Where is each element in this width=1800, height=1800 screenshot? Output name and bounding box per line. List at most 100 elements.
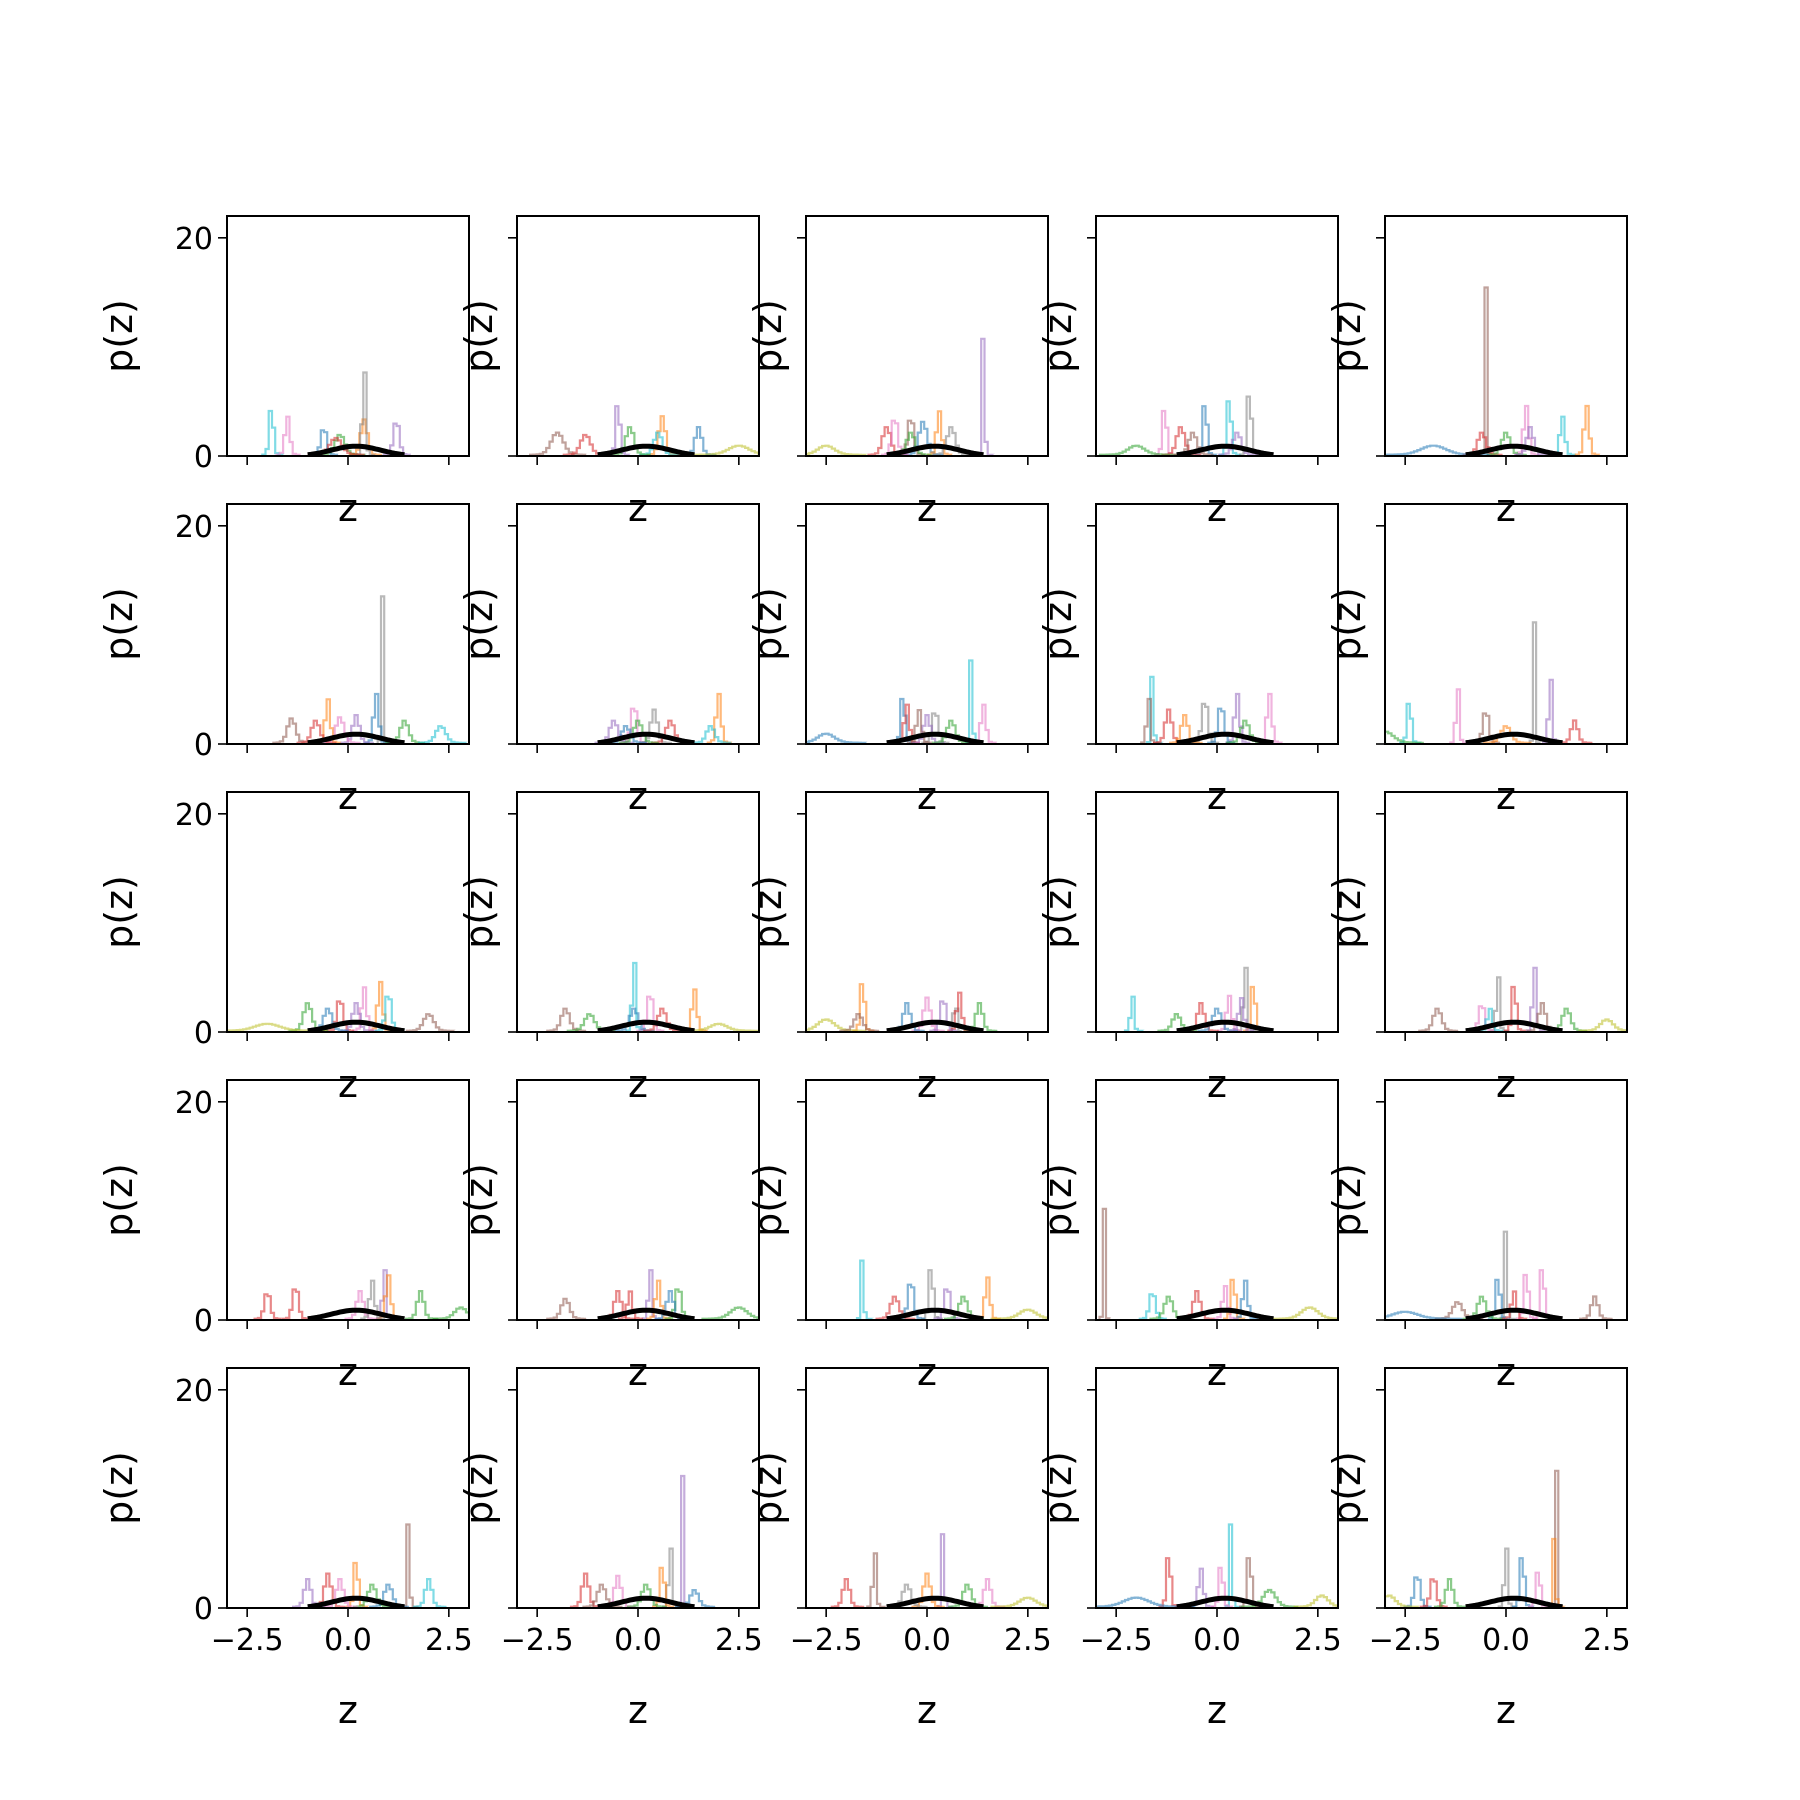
series-curve [1418,1007,1459,1032]
series-curve [582,1583,623,1608]
axes-frame [805,791,1049,1033]
subplot-2-4: z p(z) [1036,503,1339,818]
series-curve [432,1306,469,1320]
series-curve [360,1279,386,1320]
series-curve [839,1013,880,1032]
series-curve [1547,1537,1567,1608]
x-tick-label: 0.0 [1193,1623,1241,1658]
reference-curve [307,731,405,744]
y-tick-label: 0 [194,728,213,763]
series-curve [364,692,390,744]
axes-frame [1384,215,1628,457]
series-curve [1229,997,1255,1032]
subplot-3-5: z p(z) [1325,791,1628,1106]
axes-frame [226,1367,470,1609]
plot-area [1096,1523,1338,1608]
y-axis-label: p(z) [1325,1451,1369,1525]
series-curve [806,1018,868,1032]
series-curve [929,1000,958,1032]
axes-frame [516,503,760,745]
x-tick-label: 2.5 [1004,1623,1052,1658]
series-curve [830,1578,865,1608]
series-curve [933,1288,962,1320]
plot-area [594,692,733,744]
series-curve [618,719,660,744]
x-axis-label: z [1207,1350,1227,1394]
reference-curve [307,1307,405,1320]
subplot-4-2: z p(z) [457,1079,760,1394]
series-curve [324,1578,359,1608]
reference-curve [1465,731,1563,744]
reference-curve [1465,1595,1563,1608]
plot-area [806,659,998,744]
series-curve [1123,995,1145,1032]
series-curve [691,725,732,744]
x-axis-label: z [338,774,358,818]
y-axis-label: p(z) [1036,299,1080,373]
y-axis-label: p(z) [97,1451,141,1525]
axes-frame [516,215,760,457]
y-tick-label: 0 [194,1304,213,1339]
reference-curve [307,1595,405,1608]
x-axis-label: z [1496,1688,1516,1732]
series-curve [1449,688,1470,744]
plot-area [292,1523,447,1608]
series-curve [1224,1523,1243,1608]
x-axis-label: z [917,774,937,818]
series-curve [413,1578,447,1608]
series-curve [1213,1285,1239,1320]
series-curve [227,1022,328,1032]
series-curve [1480,286,1493,456]
x-tick-label: 0.0 [1482,1623,1530,1658]
reference-curve [597,1019,695,1032]
subplot-4-1: 0 20 z p(z) [97,1079,470,1394]
series-curve [682,988,709,1032]
y-axis-label: p(z) [1036,587,1080,661]
y-tick-label: 20 [175,1086,213,1121]
series-curve [906,709,933,744]
axes-frame [805,1079,1049,1321]
axes-frame [516,1367,760,1609]
plot-area [272,595,468,744]
plot-area [830,1533,1048,1608]
reference-curve [1176,731,1274,744]
x-axis-label: z [338,1062,358,1106]
subplot-3-4: z p(z) [1036,791,1339,1106]
subplot-3-1: 0 20 z p(z) [97,791,470,1106]
subplot-5-2: −2.5 0.0 2.5 z p(z) [457,1367,763,1732]
subplot-4-5: z p(z) [1325,1079,1628,1394]
x-axis-label: z [628,1350,648,1394]
series-curve [1098,444,1178,456]
y-tick-label: 20 [175,510,213,545]
y-axis-label: p(z) [1325,299,1369,373]
plot-area [253,1269,469,1320]
series-curve [1542,678,1563,744]
series-curve [1096,1596,1197,1608]
series-curve [1385,730,1425,744]
series-curve [272,717,313,744]
y-axis-label: p(z) [1325,587,1369,661]
plot-area [1098,395,1274,456]
x-axis-label: z [1496,486,1516,530]
plot-area [1418,966,1627,1032]
series-curve [1558,719,1593,744]
axes-frame [1095,215,1339,457]
y-axis-label: p(z) [457,587,501,661]
y-axis-label: p(z) [457,1451,501,1525]
axes-frame [226,1079,470,1321]
x-axis-label: z [1496,1062,1516,1106]
series-curve [405,1290,439,1320]
series-curve [261,409,285,456]
plot-area [1385,1230,1613,1320]
plot-area [806,337,995,456]
y-axis-label: p(z) [746,1451,790,1525]
series-curve [610,426,651,456]
x-tick-label: 2.5 [425,1623,473,1658]
series-curve [1145,675,1164,744]
plot-area [569,1474,716,1608]
x-axis-label: z [917,1350,937,1394]
axes-frame [805,503,1049,745]
x-axis-label: z [338,486,358,530]
series-curve [806,444,868,456]
